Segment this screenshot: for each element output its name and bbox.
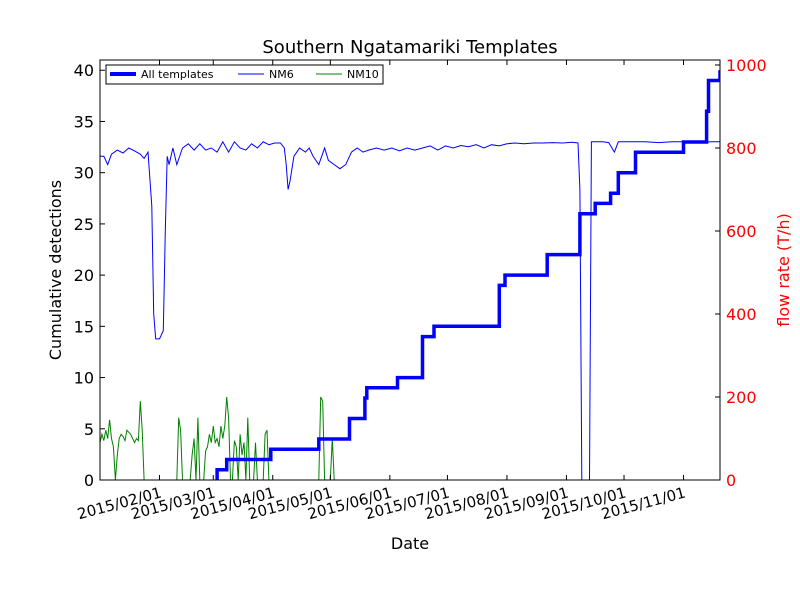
cumulative-series-group (215, 70, 720, 480)
y-tick-label: 15 (74, 317, 94, 336)
legend: All templates NM6 NM10 (105, 64, 384, 85)
y2-axis-label: flow rate (T/h) (774, 213, 793, 326)
y-axis-left: 0 5 10 15 20 25 30 35 40 (74, 61, 105, 490)
y-tick-label: 30 (74, 164, 94, 183)
y2-tick-label: 0 (726, 471, 736, 490)
nm6-series-group (100, 140, 720, 480)
y-axis-right: 0 200 400 600 800 1000 (715, 56, 767, 490)
y-axis-label: Cumulative detections (46, 180, 65, 360)
y-tick-label: 0 (84, 471, 94, 490)
legend-label-nm10: NM10 (347, 68, 379, 81)
plot-area (100, 60, 720, 480)
y-tick-label: 10 (74, 369, 94, 388)
y2-tick-label: 800 (726, 139, 757, 158)
y2-tick-label: 200 (726, 388, 757, 407)
nm10-series-group (100, 396, 388, 480)
y-tick-label: 20 (74, 266, 94, 285)
all-templates-step-line (215, 70, 720, 480)
y-tick-label: 40 (74, 61, 94, 80)
y-tick-label: 25 (74, 215, 94, 234)
y2-tick-label: 400 (726, 305, 757, 324)
y2-tick-label: 1000 (726, 56, 767, 75)
legend-label-nm6: NM6 (269, 68, 294, 81)
legend-label-all-templates: All templates (141, 68, 214, 81)
y-tick-label: 5 (84, 420, 94, 439)
y2-tick-label: 600 (726, 222, 757, 241)
plot-frame (99, 59, 721, 481)
x-axis-label: Date (391, 534, 429, 553)
chart-title: Southern Ngatamariki Templates (262, 37, 557, 58)
nm10-line (100, 396, 388, 480)
y-tick-label: 35 (74, 112, 94, 131)
nm6-line (100, 140, 720, 480)
